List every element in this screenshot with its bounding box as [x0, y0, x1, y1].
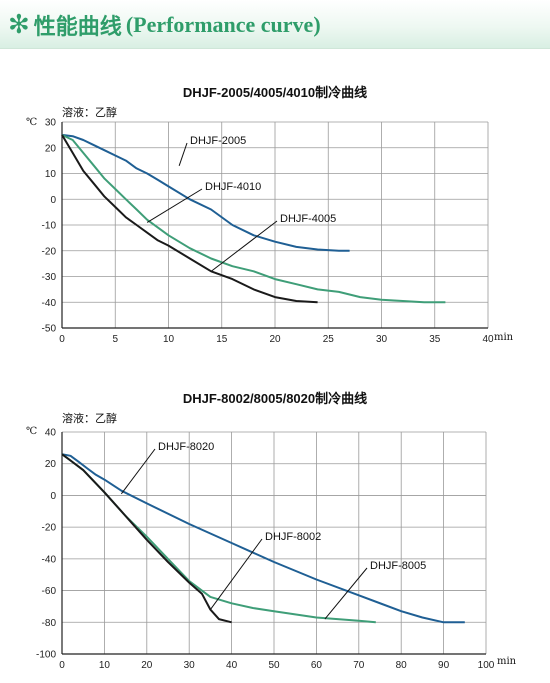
chart1-y-unit: ℃ [26, 117, 38, 128]
chart2-x-tick-label: 50 [268, 660, 280, 671]
chart1-x-unit: min [494, 332, 514, 343]
chart1-y-tick-label: -20 [42, 246, 57, 257]
chart2-x-tick-label: 90 [438, 660, 450, 671]
chart2-x-tick-label: 0 [59, 660, 65, 671]
page-title-en: (Performance curve) [125, 12, 321, 37]
chart1-y-tick-label: -10 [42, 221, 57, 232]
chart1-y-tick-label: 0 [50, 195, 56, 206]
chart2-leader-line [120, 448, 156, 495]
snowflake-icon: ✻ [8, 10, 30, 40]
chart2-x-tick-label: 40 [226, 660, 238, 671]
chart1-series-label: DHJF-4010 [205, 181, 261, 193]
chart2-x-tick-label: 70 [353, 660, 365, 671]
chart2-y-tick-label: -80 [42, 618, 57, 629]
chart1-leader-line [178, 142, 188, 166]
chart1-series-label: DHJF-4005 [280, 213, 336, 225]
chart2-x-tick-label: 10 [99, 660, 111, 671]
chart1-x-tick-label: 35 [429, 334, 441, 345]
chart2-title: DHJF-8002/8005/8020制冷曲线 [182, 391, 368, 406]
chart1-y-tick-label: 10 [45, 169, 57, 180]
chart1-series-label: DHJF-2005 [190, 135, 246, 147]
chart1-x-tick-label: 15 [216, 334, 228, 345]
chart2-x-tick-label: 20 [141, 660, 153, 671]
chart2-series-dhjf-8020 [61, 453, 465, 624]
chart1-x-tick-label: 5 [112, 334, 118, 345]
chart1-series-dhjf-4005 [61, 134, 318, 304]
chart2-y-tick-label: 0 [50, 491, 56, 502]
chart1-x-tick-label: 0 [59, 334, 65, 345]
chart1-x-tick-label: 20 [269, 334, 281, 345]
header-band [0, 0, 550, 49]
chart2-x-tick-label: 60 [311, 660, 323, 671]
chart2-y-tick-label: 20 [45, 459, 57, 470]
chart2-x-tick-label: 30 [184, 660, 196, 671]
chart2-y-unit: ℃ [26, 426, 38, 437]
chart2-medium-label: 溶液：乙醇 [62, 412, 117, 425]
chart1-x-tick-label: 10 [163, 334, 175, 345]
chart1-plot: 0 5 10 15 20 25 30 35 40 30 20 10 0 -10 -20 -30 -40 -50 DH… [42, 118, 494, 346]
chart1-title: DHJF-2005/4005/4010制冷曲线 [182, 85, 368, 100]
chart1-y-tick-label: -40 [42, 298, 57, 309]
chart1-leader-line [210, 220, 278, 272]
chart1-x-tick-label: 30 [376, 334, 388, 345]
page-title-cn: 性能曲线 [33, 14, 122, 39]
chart1-y-tick-label: -30 [42, 272, 57, 283]
chart2-y-tick-label: 40 [45, 428, 57, 439]
chart1-x-tick-label: 40 [482, 334, 494, 345]
chart1-leader-line [146, 188, 203, 223]
chart2-leader-line [324, 567, 368, 620]
chart2-y-tick-label: -20 [42, 523, 57, 534]
chart2-x-tick-label: 100 [478, 660, 495, 671]
page-title: ✻ 性能曲线 (Performance curve) [8, 10, 321, 40]
chart1-y-tick-label: 30 [45, 118, 57, 129]
chart2-y-tick-label: -40 [42, 554, 57, 565]
chart2-series-label: DHJF-8005 [370, 560, 426, 572]
chart1-x-tick-label: 25 [323, 334, 335, 345]
chart2-plot: 0 10 20 30 40 50 60 70 80 90 100 40 20 0 -20 -40 -60 -80 -… [36, 428, 495, 672]
chart1-medium-label: 溶液：乙醇 [62, 106, 117, 119]
chart2-series-dhjf-8002 [61, 453, 232, 624]
chart2-y-tick-label: -100 [36, 650, 56, 661]
chart1-y-tick-label: 20 [45, 143, 57, 154]
chart2-x-unit: min [497, 656, 517, 667]
chart2-leader-line [209, 538, 263, 610]
chart1-series-dhjf-4010 [61, 133, 446, 304]
chart2-series-label: DHJF-8020 [158, 441, 214, 453]
chart1-y-tick-label: -50 [42, 324, 57, 335]
chart2-x-tick-label: 80 [396, 660, 408, 671]
chart2-y-tick-label: -60 [42, 586, 57, 597]
chart1-series-dhjf-2005 [61, 133, 350, 252]
chart2-series-label: DHJF-8002 [265, 531, 321, 543]
